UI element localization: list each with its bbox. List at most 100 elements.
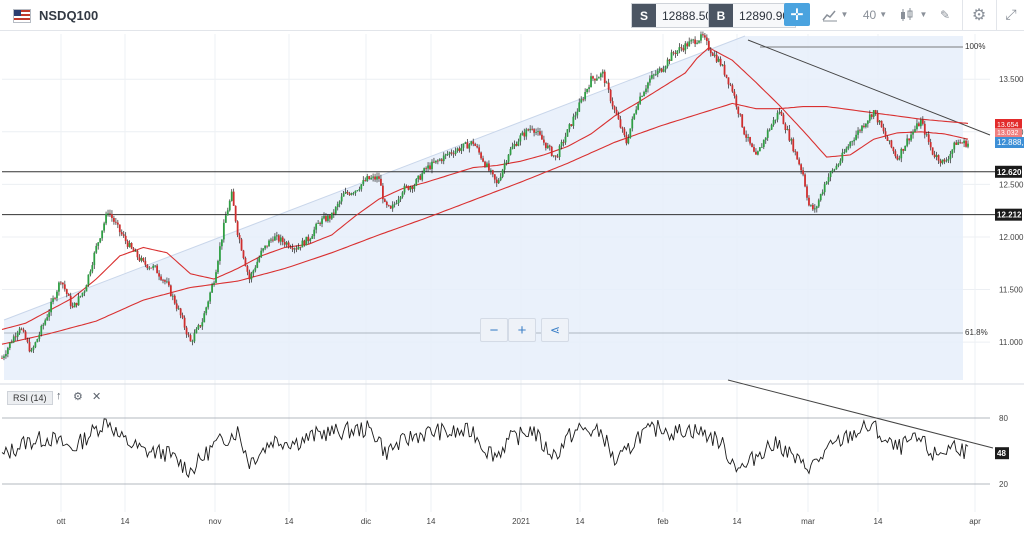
candle-body <box>244 257 247 267</box>
candle-body <box>672 52 675 54</box>
current-price-tag <box>995 137 1024 148</box>
candle-body <box>611 101 614 107</box>
candle-body <box>323 215 325 219</box>
sell-button[interactable]: S 12888.50 <box>631 3 720 28</box>
candle-body <box>533 129 535 133</box>
interval-selector[interactable]: 40 ▼ <box>858 3 892 26</box>
candle-body <box>511 146 514 150</box>
candle-body <box>360 184 363 190</box>
candle-body <box>650 75 653 79</box>
candle-body <box>637 103 640 110</box>
candle-body <box>44 320 47 325</box>
crosshair-icon[interactable]: ✛ <box>784 3 810 26</box>
candle-body <box>122 234 125 236</box>
candle-body <box>431 161 433 170</box>
candle-body <box>863 125 865 127</box>
candle-body <box>130 243 133 249</box>
y-tick-label: 12.500 <box>999 180 1024 189</box>
candle-body <box>285 242 288 245</box>
candle-body <box>861 125 863 131</box>
candle-body <box>831 170 834 172</box>
candle-body <box>272 239 274 241</box>
candle-body <box>138 257 141 261</box>
candle-body <box>564 136 567 143</box>
zoom-in-button[interactable]: + <box>508 318 536 342</box>
candle-body <box>93 252 96 266</box>
candle-body <box>939 160 942 164</box>
candle-body <box>14 336 17 338</box>
candle-body <box>444 154 447 156</box>
candle-body <box>753 147 755 152</box>
candle-body <box>786 129 789 131</box>
rsi-label[interactable]: RSI (14) <box>7 391 53 405</box>
candle-body <box>957 142 960 145</box>
candle-body <box>580 99 583 103</box>
candle-body <box>3 356 5 358</box>
candle-body <box>279 237 282 242</box>
candle-body <box>568 124 571 130</box>
candle-body <box>501 169 504 177</box>
candle-body <box>340 196 343 202</box>
candle-body <box>621 127 624 129</box>
candle-body <box>892 147 895 152</box>
candle-body <box>18 328 21 333</box>
candle-body <box>617 114 620 120</box>
candle-body <box>270 239 272 241</box>
candle-body <box>116 222 119 225</box>
instrument-symbol[interactable]: NSDQ100 <box>39 8 99 23</box>
fibonacci-618-label: 61.8% <box>965 328 988 337</box>
candle-body <box>382 185 384 200</box>
gear-icon[interactable]: ⚙ <box>73 391 83 403</box>
candle-body <box>224 215 227 223</box>
candle-body <box>144 260 147 265</box>
candle-body <box>896 156 899 160</box>
candle-body <box>833 169 836 171</box>
candle-body <box>486 163 488 167</box>
arrow-up-icon[interactable]: ↑ <box>56 390 62 402</box>
candle-body <box>682 48 685 51</box>
candle-body <box>150 267 153 269</box>
candle-body <box>12 336 15 343</box>
candle-body <box>134 250 137 252</box>
expand-icon[interactable]: ⤢ <box>1005 6 1017 22</box>
gear-icon[interactable]: ⚙ <box>971 6 987 24</box>
candle-body <box>327 215 329 221</box>
draw-icon[interactable]: ✎ <box>939 7 951 22</box>
candle-body <box>949 153 952 160</box>
candle-body <box>221 239 223 247</box>
candle-body <box>258 257 261 262</box>
candle-body <box>601 71 604 74</box>
candle-body <box>737 106 740 114</box>
candle-body <box>197 325 200 329</box>
candle-body <box>183 317 186 328</box>
zoom-out-button[interactable]: − <box>480 318 508 342</box>
candles-icon[interactable]: ▼ <box>896 3 930 26</box>
candle-body <box>330 212 333 219</box>
candle-body <box>256 261 259 268</box>
line-chart-icon[interactable]: ▼ <box>818 3 852 26</box>
candle-body <box>262 248 265 251</box>
candle-body <box>421 173 424 180</box>
candle-body <box>325 215 327 221</box>
candle-body <box>462 143 465 148</box>
candle-body <box>776 112 779 120</box>
candle-body <box>931 147 934 155</box>
candle-body <box>641 96 643 97</box>
toolbar-divider <box>996 0 997 30</box>
candle-body <box>592 76 594 79</box>
ma-tag <box>995 128 1022 137</box>
candle-body <box>181 315 184 318</box>
candle-body <box>191 341 194 343</box>
candle-body <box>22 329 25 332</box>
candle-body <box>73 302 76 308</box>
candle-body <box>731 85 734 92</box>
buy-button[interactable]: B 12890.90 <box>708 3 797 28</box>
x-axis-labels: ott 14 nov 14 dic 14 2021 14 feb 14 mar 14 apr <box>57 517 982 526</box>
candle-body <box>222 222 225 240</box>
candle-body <box>866 120 869 124</box>
candle-body <box>111 214 113 218</box>
share-icon[interactable]: ⋖ <box>541 318 569 342</box>
close-icon[interactable]: ✕ <box>92 391 102 403</box>
candle-body <box>358 189 361 191</box>
